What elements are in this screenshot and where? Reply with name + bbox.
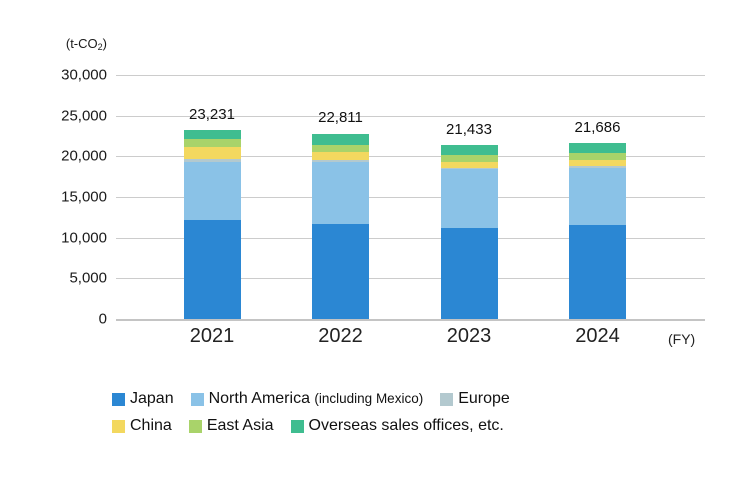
x-axis-fy-label: (FY) — [668, 331, 696, 347]
bar-total-label-2023: 21,433 — [446, 120, 492, 138]
x-tick-label-2024: 2024 — [575, 325, 620, 347]
bar-segment-north-america-including-mexico-2024 — [569, 167, 626, 225]
bar-segment-east-asia-2022 — [312, 145, 369, 152]
bar-segment-europe-2022 — [312, 160, 369, 163]
legend-label-europe: Europe — [458, 390, 510, 407]
legend-swatch-icon-europe — [440, 392, 454, 406]
legend-label-east-asia: East Asia — [206, 417, 274, 434]
y-tick-label-5-000: 5,000 — [69, 269, 107, 287]
legend: Japan North America (including Mexico) Eur… — [112, 390, 527, 444]
gridline-30-000 — [116, 75, 705, 76]
bar-segment-europe-2021 — [183, 158, 241, 163]
bar-segment-overseas-sales-offices-etc-2024 — [569, 142, 626, 153]
legend-item-europe: Europe — [440, 390, 510, 408]
y-axis-unit-label: (t-CO2) — [0, 36, 107, 52]
legend-label-north-america: North America (including Mexico) — [208, 390, 424, 407]
legend-row-2: China East Asia Overseas sales offices, et… — [112, 417, 527, 435]
bar-segment-north-america-including-mexico-2023 — [440, 169, 498, 229]
bar-segment-europe-2024 — [569, 165, 626, 168]
y-tick-label-10-000: 10,000 — [61, 229, 107, 247]
y-tick-label-15-000: 15,000 — [61, 188, 107, 206]
y-tick-label-30-000: 30,000 — [61, 66, 107, 84]
y-tick-label-25-000: 25,000 — [61, 107, 107, 125]
gridline-25-000 — [116, 115, 705, 117]
bar-segment-china-2024 — [569, 160, 626, 166]
x-tick-label-2022: 2022 — [318, 325, 363, 347]
bar-segment-east-asia-2021 — [183, 139, 241, 148]
gridline-15-000 — [116, 197, 705, 198]
bar-total-label-2022: 22,811 — [318, 109, 363, 127]
gridline-0 — [116, 319, 705, 321]
y-tick-label-20-000: 20,000 — [61, 147, 107, 165]
bar-segment-north-america-including-mexico-2022 — [312, 162, 369, 224]
legend-swatch-icon-overseas-sales-offices-etc — [290, 419, 304, 433]
stacked-bar-2024 — [569, 142, 626, 319]
gridline-20-000 — [116, 156, 705, 158]
y-tick-label-0: 0 — [98, 310, 107, 328]
unit-subscript: 2 — [97, 42, 103, 52]
bar-segment-east-asia-2024 — [569, 152, 626, 161]
legend-swatch-icon-east-asia — [188, 419, 202, 433]
stacked-bar-2023 — [440, 144, 498, 319]
legend-label-overseas-sales-offices-etc: Overseas sales offices, etc. — [308, 417, 504, 434]
gridline-5-000 — [116, 278, 705, 280]
bar-segment-overseas-sales-offices-etc-2021 — [183, 130, 241, 140]
bar-segment-china-2023 — [440, 161, 498, 168]
bar-segment-north-america-including-mexico-2021 — [183, 162, 241, 221]
legend-swatch-icon-japan — [112, 392, 125, 406]
bar-segment-overseas-sales-offices-etc-2022 — [312, 133, 369, 146]
plot-area: 30,000 25,000 20,000 15,000 10,000 5,000 0 23,2… — [61, 67, 705, 328]
legend-swatch-icon-north-america — [190, 392, 204, 406]
x-tick-label-2021: 2021 — [189, 325, 235, 347]
gridline-10-000 — [116, 237, 705, 239]
legend-item-china: China — [112, 417, 172, 435]
bar-segment-china-2021 — [183, 147, 241, 159]
bar-total-label-2021: 23,231 — [189, 106, 235, 124]
bar-segment-japan-2024 — [569, 224, 626, 319]
bar-segment-japan-2022 — [312, 223, 369, 319]
legend-label-japan: Japan — [130, 390, 174, 407]
bar-segment-east-asia-2023 — [440, 155, 498, 162]
bar-segment-japan-2021 — [183, 220, 241, 319]
unit-prefix: (t-CO — [65, 36, 98, 51]
bar-segment-overseas-sales-offices-etc-2023 — [440, 144, 498, 156]
legend-item-east-asia: East Asia — [188, 417, 274, 435]
bar-segment-china-2022 — [312, 151, 369, 160]
bar-segment-japan-2023 — [440, 228, 498, 319]
legend-swatch-icon-china — [112, 419, 125, 433]
legend-row-1: Japan North America (including Mexico) Eur… — [112, 390, 527, 408]
bar-total-label-2024: 21,686 — [574, 118, 621, 136]
legend-item-north-america: North America (including Mexico) — [190, 390, 424, 408]
legend-item-overseas-sales-offices-etc: Overseas sales offices, etc. — [290, 417, 504, 435]
x-tick-label-2023: 2023 — [446, 325, 492, 347]
bar-segment-europe-2023 — [440, 167, 498, 170]
stacked-bar-2021 — [183, 130, 241, 319]
legend-sublabel-including-mexico: (including Mexico) — [314, 391, 424, 406]
stacked-bar-2022 — [312, 133, 369, 319]
unit-suffix: ) — [102, 36, 107, 51]
legend-label-china: China — [130, 417, 172, 434]
legend-item-japan: Japan — [112, 390, 174, 408]
